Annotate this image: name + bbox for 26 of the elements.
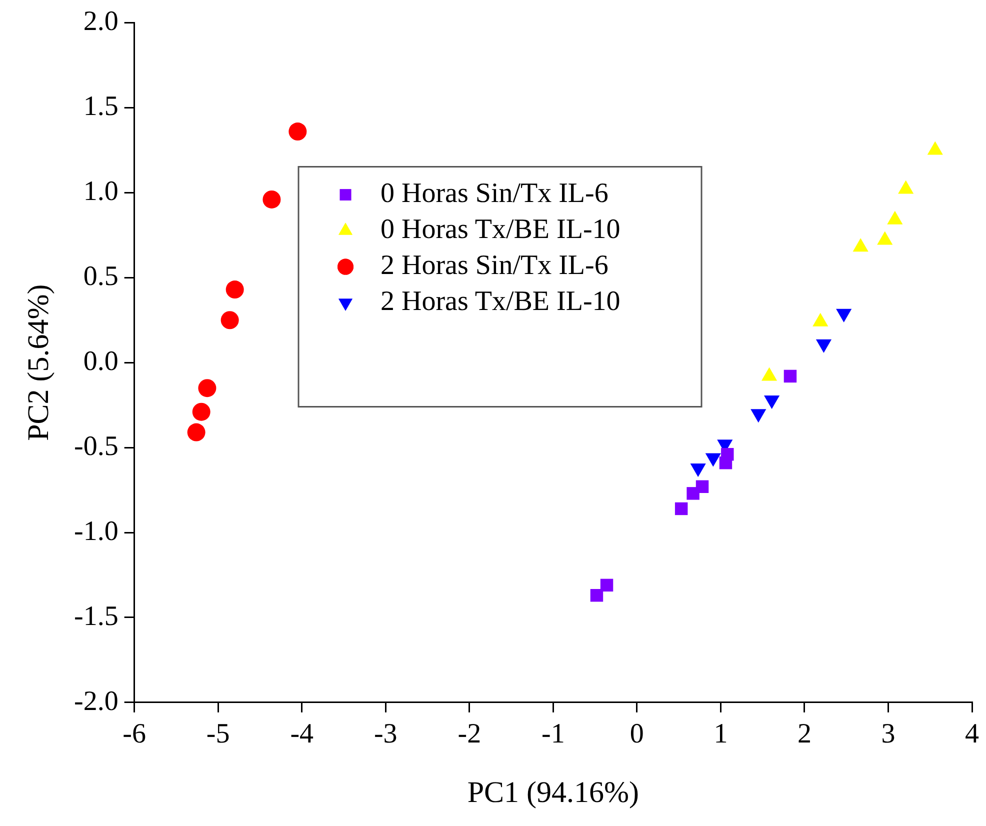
legend-label: 0 Horas Tx/BE IL-10 [380, 214, 620, 246]
x-tick-label: 2 [797, 718, 812, 750]
legend-label: 0 Horas Sin/Tx IL-6 [380, 178, 608, 210]
y-tick-label: 1.5 [83, 91, 118, 122]
x-tick-label: 0 [630, 718, 644, 750]
y-tick-label: -1.0 [74, 516, 118, 547]
y-tick-label: -1.5 [74, 600, 118, 632]
y-tick-label: -0.5 [74, 430, 118, 462]
legend-label: 2 Horas Tx/BE IL-10 [380, 286, 620, 318]
x-tick-label: -3 [374, 718, 398, 750]
x-tick-label: 3 [881, 718, 896, 750]
y-axis-title: PC2 (5.64%) [22, 284, 55, 441]
x-tick-label: -6 [122, 718, 146, 750]
y-tick-label: 1.0 [83, 176, 118, 208]
x-tick-label: -2 [458, 718, 482, 750]
x-tick-label: -5 [206, 718, 230, 750]
y-tick-label: -2.0 [74, 686, 118, 717]
y-tick-label: 0.5 [83, 261, 118, 292]
x-tick-label: -1 [542, 718, 565, 750]
x-axis-title: PC1 (94.16%) [467, 776, 639, 809]
x-tick-label: 1 [714, 718, 728, 750]
legend-label: 2 Horas Sin/Tx IL-6 [380, 250, 608, 282]
y-tick-label: 0.0 [83, 346, 118, 377]
y-tick-label: 2.0 [83, 6, 118, 38]
x-tick-label: 4 [965, 718, 979, 750]
x-tick-label: -4 [290, 718, 314, 750]
